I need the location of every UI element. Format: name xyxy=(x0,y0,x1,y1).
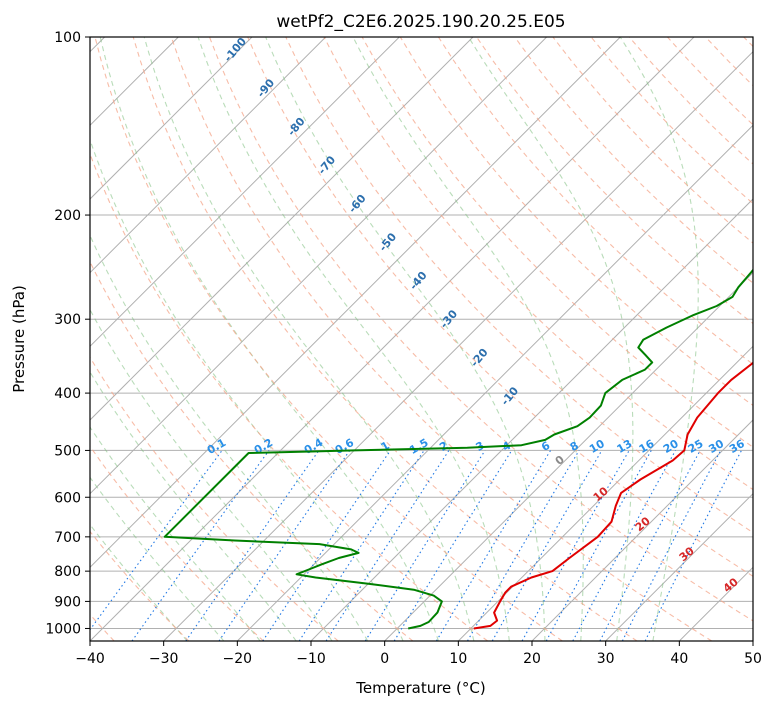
x-tick-label: 50 xyxy=(744,651,762,667)
y-tick-label: 200 xyxy=(54,208,81,224)
y-tick-label: 900 xyxy=(54,594,81,610)
x-tick-label: −40 xyxy=(75,651,105,667)
y-tick-label: 600 xyxy=(54,490,81,506)
x-tick-label: 0 xyxy=(380,651,389,667)
y-tick-label: 700 xyxy=(54,530,81,546)
x-tick-label: 40 xyxy=(670,651,688,667)
x-tick-label: 10 xyxy=(449,651,467,667)
x-tick-label: −10 xyxy=(296,651,326,667)
y-tick-label: 800 xyxy=(54,564,81,580)
y-axis-label: Pressure (hPa) xyxy=(10,285,28,393)
y-tick-label: 500 xyxy=(54,443,81,459)
y-tick-label: 400 xyxy=(54,386,81,402)
x-tick-label: 30 xyxy=(597,651,615,667)
x-axis-label: Temperature (°C) xyxy=(355,679,485,697)
chart-title: wetPf2_C2E6.2025.190.20.25.E05 xyxy=(276,12,565,32)
y-tick-label: 300 xyxy=(54,312,81,328)
x-tick-label: −30 xyxy=(149,651,179,667)
y-tick-label: 100 xyxy=(54,30,81,46)
x-tick-label: 20 xyxy=(523,651,541,667)
x-tick-label: −20 xyxy=(223,651,253,667)
y-tick-label: 1000 xyxy=(45,621,81,637)
